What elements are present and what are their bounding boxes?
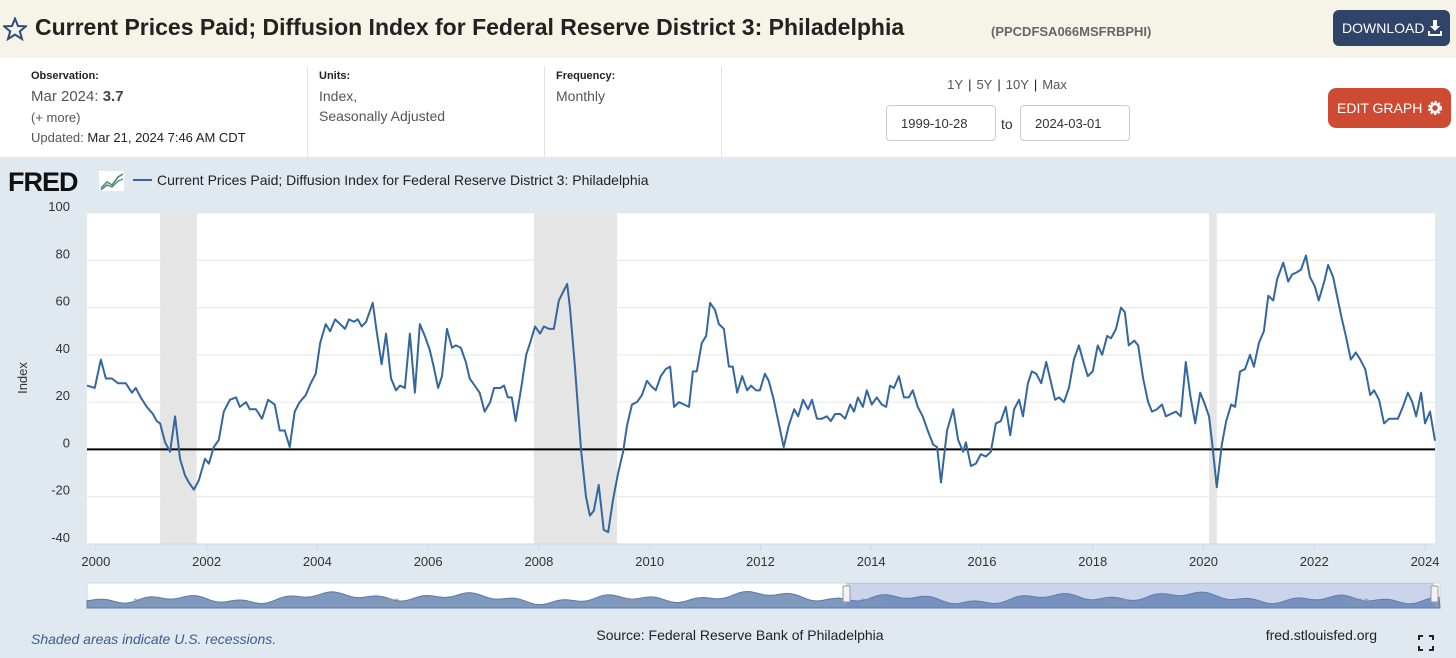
y-axis-label: Index <box>15 362 30 394</box>
x-tick-label: 2016 <box>968 554 997 569</box>
edit-graph-label: EDIT GRAPH <box>1337 100 1423 116</box>
x-tick-label: 2000 <box>81 554 110 569</box>
separator <box>544 66 545 157</box>
range-links: 1Y | 5Y | 10Y | Max <box>907 77 1107 92</box>
range-separator: | <box>1033 77 1038 92</box>
download-label: DOWNLOAD <box>1342 20 1425 36</box>
observation-value: 3.7 <box>102 88 124 105</box>
x-tick-label: 2012 <box>746 554 775 569</box>
separator <box>721 66 722 157</box>
navigator-label: 2010 <box>1102 597 1126 609</box>
more-link[interactable]: (+ more) <box>31 110 81 125</box>
series-title: Current Prices Paid; Diffusion Index for… <box>35 14 905 40</box>
updated-label: Updated: <box>31 130 84 145</box>
source: Source: Federal Reserve Bank of Philadel… <box>596 627 883 643</box>
separator <box>307 66 308 157</box>
y-tick-label: 100 <box>48 199 70 214</box>
y-tick-label: -20 <box>51 483 70 498</box>
navigator-label: 1990 <box>618 597 642 609</box>
units-line: Seasonally Adjusted <box>319 108 446 124</box>
end-date-input[interactable]: 2024-03-01 <box>1020 105 1130 141</box>
gear-icon <box>1428 101 1442 115</box>
units-label: Units: <box>319 70 351 82</box>
observation: Mar 2024: 3.7 <box>31 88 124 105</box>
recession-note: Shaded areas indicate U.S. recessions. <box>31 631 276 647</box>
series-line <box>86 254 1436 534</box>
star-icon[interactable] <box>3 17 27 41</box>
x-tick-label: 2010 <box>635 554 664 569</box>
y-tick-label: 60 <box>56 294 70 309</box>
y-tick-label: 80 <box>56 246 70 261</box>
x-tick-label: 2024 <box>1411 554 1440 569</box>
edit-graph-button[interactable]: EDIT GRAPH <box>1328 88 1451 128</box>
x-tick-label: 2006 <box>414 554 443 569</box>
download-button[interactable]: DOWNLOAD <box>1333 10 1450 46</box>
x-tick-label: 2018 <box>1078 554 1107 569</box>
x-tick-label: 2022 <box>1300 554 1329 569</box>
plot-area <box>87 213 1435 544</box>
observation-date: Mar 2024: <box>31 88 99 105</box>
fullscreen-icon[interactable] <box>1418 635 1434 651</box>
navigator-area <box>86 590 1441 609</box>
navigator-label: 1980 <box>375 597 399 609</box>
range-separator: | <box>997 77 1001 92</box>
range-link[interactable]: 10Y <box>1005 77 1029 92</box>
frequency: Monthly <box>556 88 606 104</box>
range-separator: | <box>968 77 972 92</box>
navigator-selection <box>846 583 1434 608</box>
updated: Updated: Mar 21, 2024 7:46 AM CDT <box>31 130 246 145</box>
updated-date: Mar 21, 2024 7:46 AM CDT <box>87 130 246 145</box>
header-bar: Current Prices Paid; Diffusion Index for… <box>0 0 1456 58</box>
fred-logo: FRED <box>8 167 78 197</box>
recession-band <box>160 213 197 544</box>
legend-label: Current Prices Paid; Diffusion Index for… <box>157 172 649 188</box>
x-tick-label: 2014 <box>857 554 886 569</box>
download-icon <box>1428 20 1442 36</box>
x-tick-label: 2002 <box>192 554 221 569</box>
series-id: (PPCDFSA066MSFRBPHI) <box>991 24 1152 39</box>
navigator-label: 2020 <box>1345 597 1369 609</box>
to-label: to <box>1001 116 1013 132</box>
chart: FRED Current Prices Paid; Diffusion Inde… <box>0 157 1456 658</box>
navigator-handle[interactable] <box>842 585 851 603</box>
x-tick-label: 2004 <box>303 554 332 569</box>
units-line: Index, <box>319 88 358 104</box>
range-link[interactable]: 5Y <box>976 77 993 92</box>
x-tick-label: 2008 <box>524 554 553 569</box>
navigator-handle[interactable] <box>1430 585 1439 603</box>
site-link[interactable]: fred.stlouisfed.org <box>1266 627 1377 643</box>
y-tick-label: -40 <box>51 530 70 545</box>
observation-label: Observation: <box>31 70 99 82</box>
info-row: Observation: Mar 2024: 3.7 (+ more) Upda… <box>0 58 1456 157</box>
start-date-input[interactable]: 1999-10-28 <box>886 105 996 141</box>
x-tick-label: 2020 <box>1189 554 1218 569</box>
y-tick-label: 40 <box>56 341 70 356</box>
logo-icon <box>99 171 124 191</box>
range-link[interactable]: 1Y <box>947 77 964 92</box>
range-link[interactable]: Max <box>1042 77 1067 92</box>
frequency-label: Frequency: <box>556 70 616 82</box>
recession-band <box>1209 213 1217 544</box>
navigator-label: 2000 <box>860 597 884 609</box>
y-tick-label: 0 <box>63 435 70 450</box>
y-tick-label: 20 <box>56 388 70 403</box>
navigator-label: 1970 <box>133 597 157 609</box>
